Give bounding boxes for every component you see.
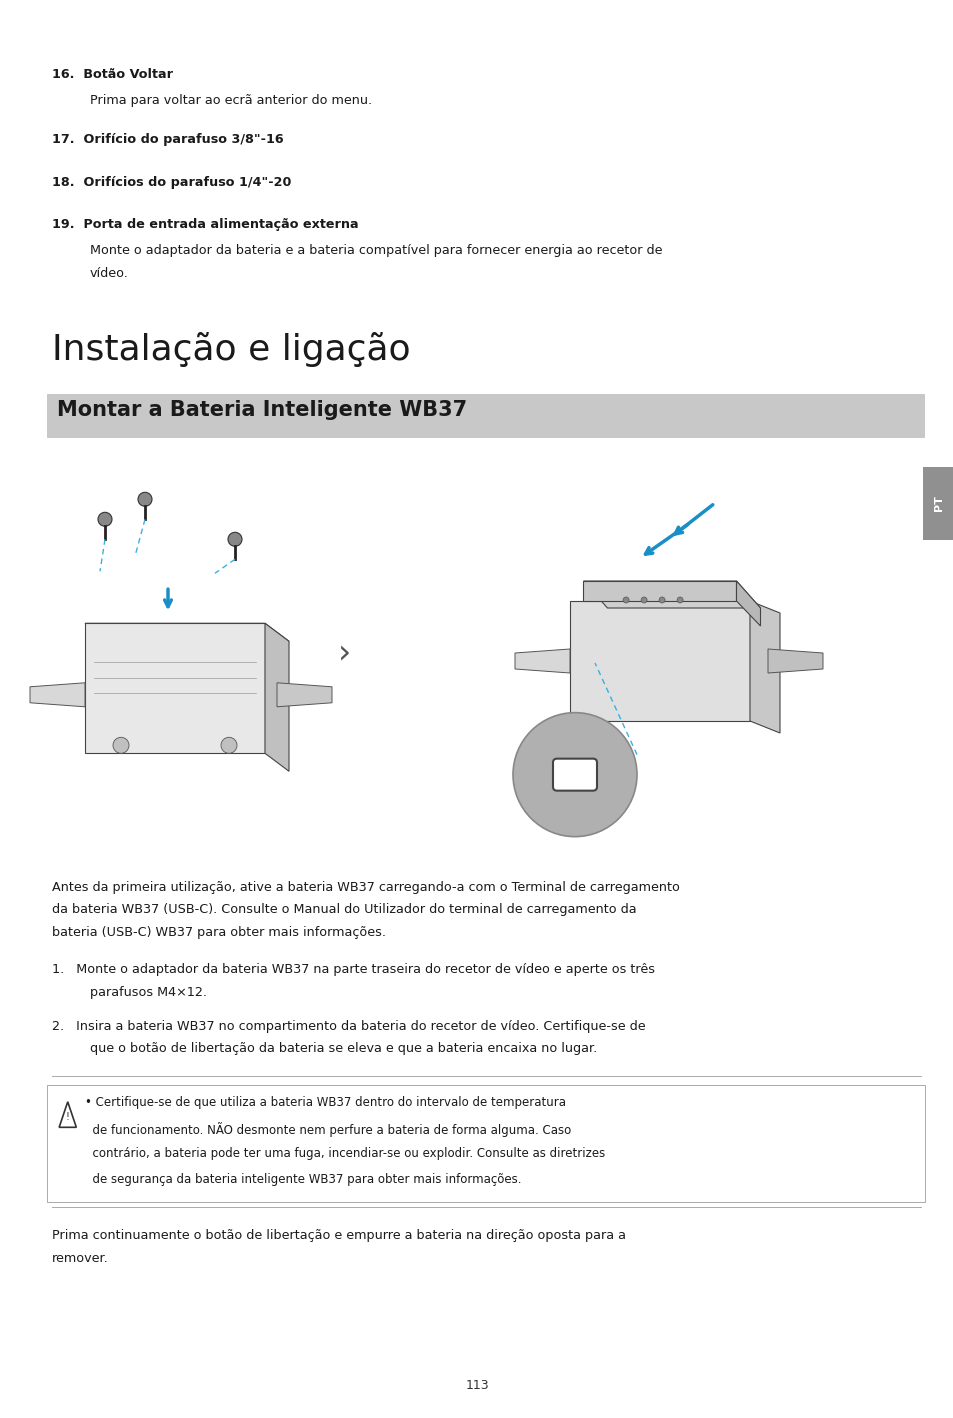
Text: 2.   Insira a bateria WB37 no compartimento da bateria do recetor de vídeo. Cert: 2. Insira a bateria WB37 no compartiment…: [51, 1020, 644, 1032]
Text: PT: PT: [933, 495, 943, 512]
Text: remover.: remover.: [51, 1252, 108, 1265]
Circle shape: [659, 597, 664, 603]
Polygon shape: [85, 624, 289, 641]
Text: Antes da primeira utilização, ative a bateria WB37 carregando-a com o Terminal d: Antes da primeira utilização, ative a ba…: [51, 881, 679, 893]
Text: que o botão de libertação da bateria se eleva e que a bateria encaixa no lugar.: que o botão de libertação da bateria se …: [90, 1042, 597, 1055]
Circle shape: [138, 492, 152, 506]
Text: Monte o adaptador da bateria e a bateria compatível para fornecer energia ao rec: Monte o adaptador da bateria e a bateria…: [90, 244, 661, 257]
Text: parafusos M4×12.: parafusos M4×12.: [90, 986, 207, 998]
Text: vídeo.: vídeo.: [90, 267, 129, 279]
Text: ›: ›: [338, 637, 352, 669]
Polygon shape: [276, 683, 332, 706]
Text: 18.  Orifícios do parafuso 1/4"-20: 18. Orifícios do parafuso 1/4"-20: [51, 176, 291, 189]
FancyBboxPatch shape: [553, 759, 597, 791]
Polygon shape: [736, 581, 760, 625]
Polygon shape: [583, 581, 760, 608]
Text: • Certifique-se de que utiliza a bateria WB37 dentro do intervalo de temperatura: • Certifique-se de que utiliza a bateria…: [85, 1096, 565, 1109]
Text: Prima para voltar ao ecrã anterior do menu.: Prima para voltar ao ecrã anterior do me…: [90, 94, 372, 106]
Polygon shape: [265, 624, 289, 771]
Polygon shape: [767, 649, 822, 674]
Circle shape: [98, 512, 112, 526]
Circle shape: [513, 713, 637, 837]
Text: 1.   Monte o adaptador da bateria WB37 na parte traseira do recetor de vídeo e a: 1. Monte o adaptador da bateria WB37 na …: [51, 963, 654, 976]
Polygon shape: [85, 624, 265, 753]
Text: 16.  Botão Voltar: 16. Botão Voltar: [51, 68, 172, 81]
Polygon shape: [749, 601, 780, 733]
Text: de funcionamento. NÃO desmonte nem perfure a bateria de forma alguma. Caso: de funcionamento. NÃO desmonte nem perfu…: [85, 1122, 571, 1137]
Text: 19.  Porta de entrada alimentação externa: 19. Porta de entrada alimentação externa: [51, 218, 357, 231]
Circle shape: [640, 597, 646, 603]
Circle shape: [622, 597, 628, 603]
Circle shape: [228, 532, 242, 546]
Polygon shape: [583, 581, 736, 601]
Circle shape: [221, 737, 236, 753]
Text: Montar a Bateria Inteligente WB37: Montar a Bateria Inteligente WB37: [57, 400, 467, 420]
Text: de segurança da bateria inteligente WB37 para obter mais informações.: de segurança da bateria inteligente WB37…: [85, 1173, 521, 1185]
Text: !: !: [66, 1112, 70, 1123]
Text: Prima continuamente o botão de libertação e empurre a bateria na direção oposta : Prima continuamente o botão de libertaçã…: [51, 1229, 625, 1242]
Text: 17.  Orifício do parafuso 3/8"-16: 17. Orifício do parafuso 3/8"-16: [51, 133, 283, 146]
Circle shape: [112, 737, 129, 753]
Polygon shape: [30, 683, 85, 706]
Text: 113: 113: [465, 1380, 488, 1392]
Text: bateria (USB-C) WB37 para obter mais informações.: bateria (USB-C) WB37 para obter mais inf…: [51, 926, 385, 939]
Text: Instalação e ligação: Instalação e ligação: [51, 332, 410, 367]
Circle shape: [677, 597, 682, 603]
Text: da bateria WB37 (USB-C). Consulte o Manual do Utilizador do terminal de carregam: da bateria WB37 (USB-C). Consulte o Manu…: [51, 903, 636, 916]
Polygon shape: [515, 649, 569, 674]
Text: contrário, a bateria pode ter uma fuga, incendiar-se ou explodir. Consulte as di: contrário, a bateria pode ter uma fuga, …: [85, 1147, 604, 1160]
Polygon shape: [112, 630, 255, 638]
Polygon shape: [569, 601, 749, 720]
